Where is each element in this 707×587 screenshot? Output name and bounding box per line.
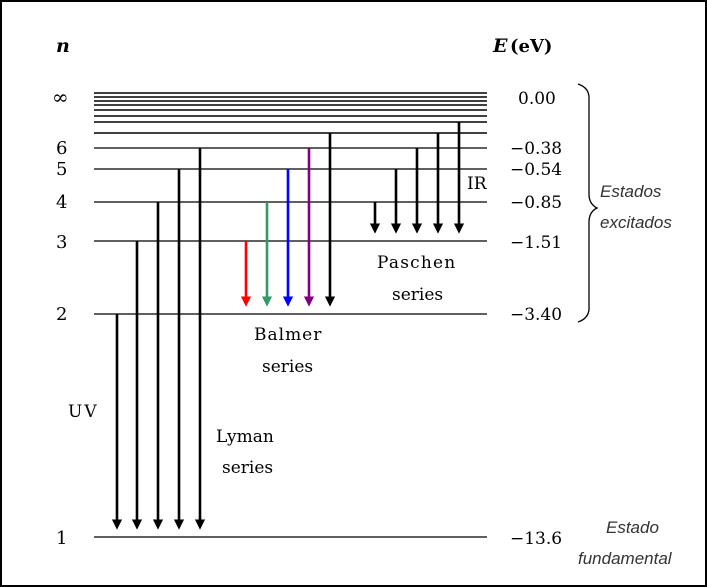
lyman-label-line1: Lyman <box>216 427 274 447</box>
energy-labels: 0.00 −0.38 −0.54 −0.85 −1.51 −3.40 −13.6 <box>510 89 562 549</box>
n-label-1: 1 <box>56 528 67 549</box>
level-lines <box>94 147 487 538</box>
excited-states-label-line2: excitados <box>600 213 672 232</box>
energy-label-infinity: 0.00 <box>518 89 556 109</box>
energy-label-1: −13.6 <box>510 529 562 549</box>
n-label-4: 4 <box>56 192 67 213</box>
n-label-3: 3 <box>56 232 67 253</box>
energy-axis-label-unit: (eV) <box>510 36 552 57</box>
excited-states-label-line1: Estados <box>600 182 662 201</box>
n-label-6: 6 <box>56 138 67 159</box>
energy-label-4: −0.85 <box>510 193 562 213</box>
converging-levels <box>94 92 487 134</box>
transition-arrows <box>111 122 465 530</box>
paschen-label-line2: series <box>392 285 443 305</box>
energy-label-3: −1.51 <box>510 233 562 253</box>
balmer-label-line1: Balmer <box>254 325 322 345</box>
balmer-label-line2: series <box>262 357 313 377</box>
ground-state-label-line2: fundamental <box>578 549 673 568</box>
excited-states-brace <box>577 83 599 323</box>
uv-region-label: UV <box>68 402 99 422</box>
ir-region-label: IR <box>467 174 488 194</box>
energy-label-6: −0.38 <box>510 139 562 159</box>
n-labels: ∞ 6 5 4 3 2 1 <box>52 85 69 549</box>
energy-axis-label-symbol: E <box>492 35 508 57</box>
n-label-2: 2 <box>56 304 67 325</box>
n-label-5: 5 <box>56 159 67 180</box>
n-label-infinity: ∞ <box>52 85 69 109</box>
energy-label-2: −3.40 <box>510 305 562 325</box>
lyman-label-line2: series <box>222 458 273 478</box>
n-axis-label: n <box>56 35 70 57</box>
energy-label-5: −0.54 <box>510 160 562 180</box>
ground-state-label-line1: Estado <box>606 518 659 537</box>
paschen-label-line1: Paschen <box>377 253 456 273</box>
